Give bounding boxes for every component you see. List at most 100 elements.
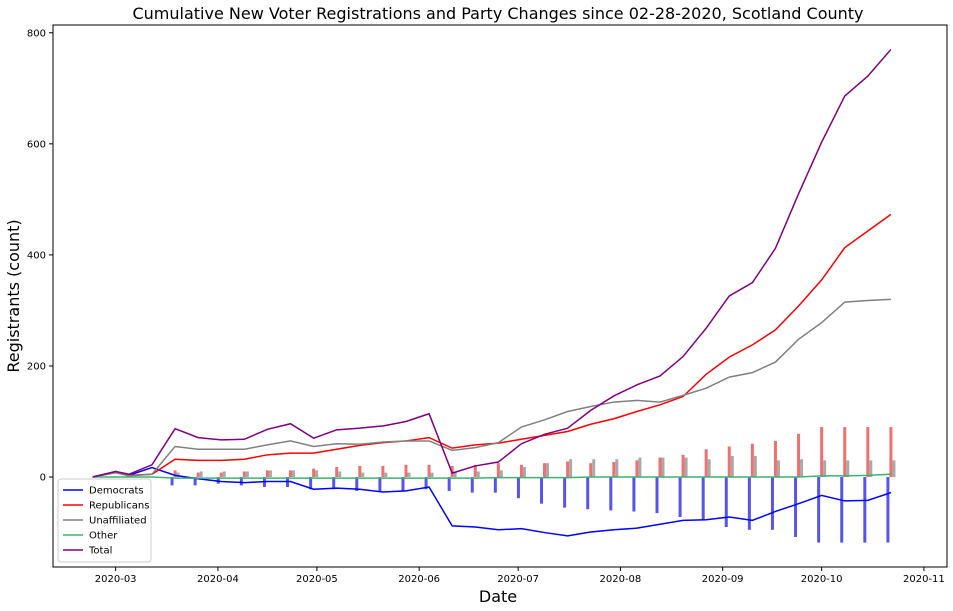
- bar: [493, 477, 497, 493]
- bar: [609, 477, 613, 511]
- bar: [265, 470, 269, 478]
- bar: [794, 477, 798, 538]
- bar: [797, 433, 801, 478]
- line: [92, 48, 892, 478]
- bar: [289, 470, 293, 478]
- bar: [730, 455, 734, 478]
- bar: [309, 477, 313, 490]
- bar: [846, 460, 850, 478]
- bar: [889, 427, 893, 478]
- bar: [747, 477, 751, 530]
- x-tick-label: 2020-11: [903, 574, 945, 585]
- bar: [245, 471, 249, 478]
- bar: [404, 464, 408, 478]
- line: [92, 298, 891, 478]
- bar: [817, 477, 821, 543]
- x-tick-label: 2020-09: [702, 574, 744, 585]
- bar: [196, 472, 200, 478]
- bar: [239, 477, 243, 486]
- bar: [753, 455, 757, 478]
- bar: [242, 471, 246, 478]
- bar: [381, 465, 385, 478]
- bar: [378, 477, 382, 493]
- bar: [684, 457, 688, 478]
- bar: [453, 472, 457, 478]
- bar: [292, 470, 296, 478]
- x-tick-label: 2020-05: [296, 574, 338, 585]
- legend-label: Unaffiliated: [89, 516, 147, 527]
- bar: [519, 464, 523, 478]
- bar: [615, 459, 619, 478]
- bar: [546, 463, 550, 478]
- bar: [199, 471, 203, 478]
- bar: [701, 477, 705, 521]
- y-tick-label: 600: [27, 139, 46, 150]
- bar: [863, 477, 867, 543]
- y-tick-label: 400: [27, 250, 46, 261]
- bar: [866, 427, 870, 478]
- bar: [193, 477, 197, 486]
- bar: [427, 464, 431, 478]
- x-tick-label: 2020-06: [398, 574, 440, 585]
- bar: [430, 472, 434, 478]
- bar: [886, 477, 890, 543]
- plot-frame: [52, 24, 948, 568]
- line: [92, 473, 891, 479]
- bar: [332, 477, 336, 490]
- bar: [678, 477, 682, 518]
- bar: [496, 463, 500, 478]
- bar: [358, 465, 362, 478]
- bar: [869, 460, 873, 478]
- legend-label: Republicans: [89, 501, 149, 512]
- bar: [840, 477, 844, 543]
- bar: [661, 457, 665, 478]
- y-tick-label: 0: [40, 473, 46, 484]
- bar: [655, 477, 659, 514]
- bar: [823, 460, 827, 478]
- bar: [776, 460, 780, 478]
- bar: [770, 477, 774, 530]
- bar: [424, 477, 428, 490]
- x-tick-label: 2020-08: [600, 574, 642, 585]
- bar: [707, 459, 711, 478]
- bar: [773, 440, 777, 478]
- bar: [361, 472, 365, 478]
- bar: [176, 472, 180, 478]
- bar: [335, 467, 339, 478]
- bar: [219, 472, 223, 478]
- legend-label: Other: [89, 531, 118, 542]
- line: [92, 466, 892, 537]
- bar: [470, 477, 474, 493]
- bar: [447, 477, 451, 491]
- legend-label: Democrats: [89, 486, 144, 497]
- chart-title: Cumulative New Voter Registrations and P…: [132, 4, 863, 23]
- bar: [800, 459, 804, 478]
- bar: [315, 470, 319, 478]
- bar: [569, 459, 573, 478]
- legend-label: Total: [88, 546, 112, 557]
- bar: [384, 472, 388, 478]
- bar: [727, 446, 731, 478]
- bar: [499, 470, 503, 478]
- y-axis-label: Registrants (count): [4, 219, 23, 372]
- line: [92, 213, 892, 478]
- bar: [586, 477, 590, 510]
- x-axis-label: Date: [479, 587, 517, 606]
- bar: [632, 477, 636, 512]
- bar: [658, 457, 662, 478]
- bar: [843, 427, 847, 478]
- y-tick-label: 800: [27, 28, 46, 39]
- bar: [222, 471, 226, 478]
- bar: [401, 477, 405, 491]
- bar: [566, 461, 570, 478]
- bar: [543, 463, 547, 478]
- bar: [522, 467, 526, 478]
- bar: [635, 460, 639, 478]
- bar: [355, 477, 359, 491]
- bar: [268, 470, 272, 478]
- bar: [170, 477, 174, 486]
- x-tick-label: 2020-03: [95, 574, 137, 585]
- bar: [681, 454, 685, 478]
- x-tick-label: 2020-10: [801, 574, 843, 585]
